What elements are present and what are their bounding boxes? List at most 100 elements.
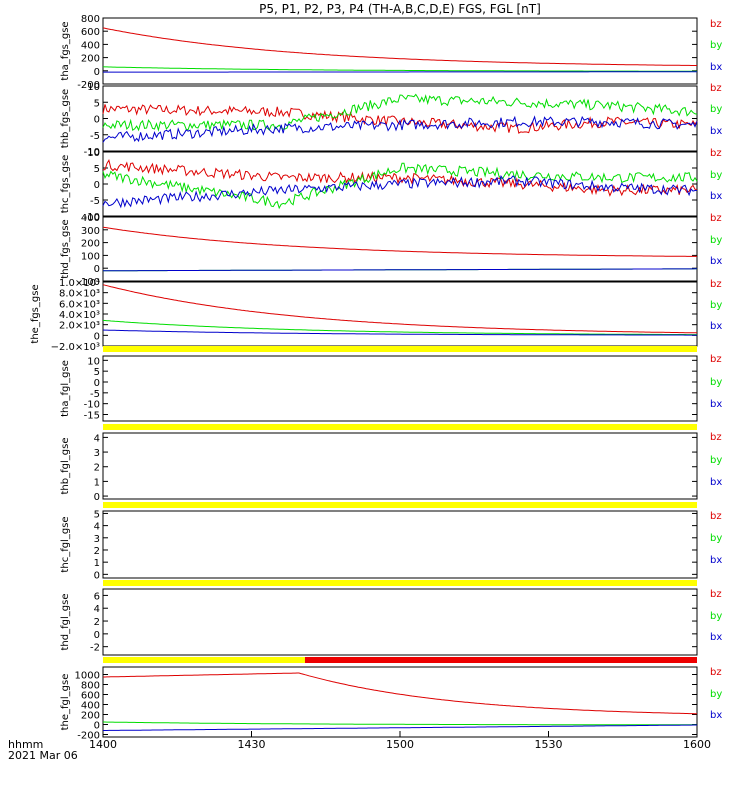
y-tick-label: 5 (94, 509, 100, 520)
panel-frame (102, 17, 698, 85)
y-tick-label: 0 (94, 67, 100, 78)
series-line-bx (103, 268, 697, 272)
legend-label-bz: bz (710, 279, 722, 290)
series-line-bx (102, 115, 698, 143)
legend-label-bx: bx (710, 555, 722, 566)
y-tick-label: 5 (94, 367, 100, 378)
y-tick-label: 600 (81, 27, 100, 38)
series-line-bz (102, 284, 697, 334)
y-axis-label: the_fgl_gse (60, 674, 71, 731)
y-tick-label: 1000 (75, 671, 100, 682)
series-line-bz (102, 159, 698, 197)
y-tick-label: 2 (94, 463, 100, 474)
y-axis-label: tha_fgl_gse (60, 360, 71, 417)
status-bars-group (103, 346, 697, 663)
panel-frame (102, 588, 698, 656)
y-tick-label: 0 (94, 331, 100, 342)
series-line-bx (102, 329, 697, 336)
y-tick-label: 0 (94, 264, 100, 275)
legend-label-bx: bx (710, 632, 722, 643)
legend-label-by: by (710, 611, 722, 622)
y-tick-label: 1 (94, 477, 100, 488)
panel-frame (102, 432, 698, 500)
legend-label-bz: bz (710, 589, 722, 600)
y-tick-label: 400 (81, 701, 100, 712)
y-axis-label: the_fgs_gse (30, 284, 41, 343)
y-tick-label: 400 (81, 213, 100, 224)
y-tick-label: 200 (81, 54, 100, 65)
panel-thd_fgl_gse: 6 4 2 0 -2 thd_fgl_gse bz by bx (60, 588, 722, 656)
y-tick-label: -5 (90, 196, 100, 207)
legend-label-by: by (710, 689, 722, 700)
panel-frame (102, 216, 698, 282)
y-tick-label: 2 (94, 617, 100, 628)
y-tick-label: 3 (94, 534, 100, 545)
legend-label-by: by (710, 235, 722, 246)
y-tick-label: 400 (81, 40, 100, 51)
y-tick-label: -10 (84, 212, 100, 223)
status-bar-segment (103, 502, 697, 508)
x-axis-date: 2021 Mar 06 (8, 749, 78, 762)
y-tick-label: -15 (84, 411, 100, 422)
y-axis-label: thd_fgs_gse (60, 219, 71, 278)
series-line-by (102, 162, 698, 210)
x-axis-unit: hhmm (8, 738, 43, 751)
status-bar-segment (103, 346, 697, 352)
x-tick-label: 1500 (386, 738, 414, 751)
legend-label-bx: bx (710, 710, 722, 721)
y-tick-label: 800 (81, 681, 100, 692)
y-axis-label: thb_fgl_gse (60, 438, 71, 495)
series-line-bx (103, 724, 697, 731)
y-tick-label: -5 (90, 131, 100, 142)
y-tick-label: 0 (94, 721, 100, 732)
y-tick-label: 2 (94, 546, 100, 557)
y-tick-label: 4 (94, 522, 100, 533)
legend-label-bz: bz (710, 511, 722, 522)
y-tick-label: 10 (87, 148, 100, 159)
y-tick-label: -10 (84, 400, 100, 411)
legend-label-by: by (710, 40, 722, 51)
y-tick-label: -200 (77, 731, 100, 742)
legend-label-bz: bz (710, 354, 722, 365)
panel-the_fgs_gse: 1.0×10⁴8.0×10³6.0×10³4.0×10³2.0×10³0−2.0… (30, 278, 722, 353)
y-tick-label: −2.0×10³ (51, 342, 100, 353)
y-tick-label: 8.0×10³ (59, 289, 100, 300)
y-tick-label: 5 (94, 164, 100, 175)
series-line-by (102, 93, 698, 132)
legend-label-by: by (710, 377, 722, 388)
y-tick-label: 300 (81, 226, 100, 237)
chart-title: P5, P1, P2, P3, P4 (TH-A,B,C,D,E) FGS, F… (259, 2, 541, 16)
panel-frame (102, 666, 698, 738)
status-bar-segment (103, 424, 697, 430)
panel-thb_fgl_gse: 4 3 2 1 0 thb_fgl_gse bz by bx (60, 432, 722, 503)
y-tick-label: 0 (94, 115, 100, 126)
x-tick-label: 1400 (89, 738, 117, 751)
legend-label-bx: bx (710, 256, 722, 267)
y-tick-label: 200 (81, 239, 100, 250)
panel-frame (102, 281, 698, 347)
y-axis-label: tha_fgs_gse (60, 21, 71, 80)
y-axis-label: thc_fgl_gse (60, 516, 71, 572)
y-tick-label: 4 (94, 604, 100, 615)
y-tick-label: 3 (94, 448, 100, 459)
y-tick-label: -10 (84, 147, 100, 158)
series-line-by (102, 319, 697, 336)
legend-label-bz: bz (710, 432, 722, 443)
x-tick-label: 1600 (683, 738, 711, 751)
y-tick-label: 6 (94, 591, 100, 602)
y-tick-label: 200 (81, 711, 100, 722)
x-axis: 1400 1430 1500 1530 1600 (89, 731, 711, 751)
legend-label-bz: bz (710, 213, 722, 224)
legend-label-bx: bx (710, 191, 722, 202)
status-bar-segment (103, 580, 697, 586)
y-axis-label: thb_fgs_gse (60, 89, 71, 148)
y-tick-label: 1.0×10⁴ (59, 278, 100, 289)
panel-frame (102, 151, 698, 217)
legend-label-bx: bx (710, 399, 722, 410)
